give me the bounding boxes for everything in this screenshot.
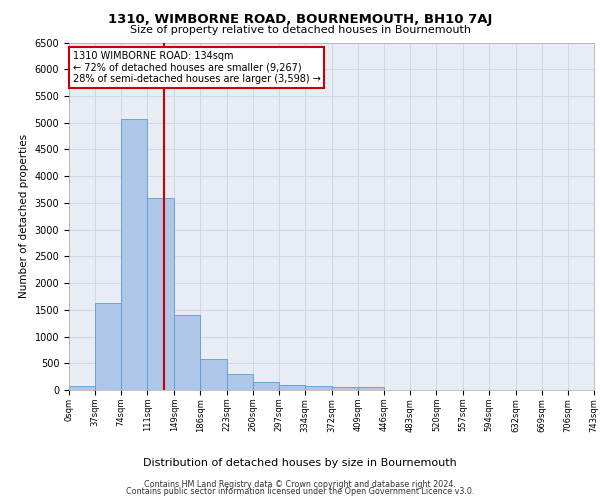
- Bar: [174, 315, 200, 390]
- Text: Distribution of detached houses by size in Bournemouth: Distribution of detached houses by size …: [143, 458, 457, 468]
- Bar: [200, 360, 227, 390]
- Text: Contains HM Land Registry data © Crown copyright and database right 2024.: Contains HM Land Registry data © Crown c…: [144, 480, 456, 489]
- Text: Size of property relative to detached houses in Bournemouth: Size of property relative to detached ho…: [130, 25, 470, 35]
- Bar: [95, 303, 121, 390]
- Bar: [253, 382, 279, 390]
- Bar: [227, 374, 253, 390]
- Bar: [305, 386, 332, 390]
- Y-axis label: Number of detached properties: Number of detached properties: [19, 134, 29, 298]
- Bar: [148, 198, 174, 390]
- Text: 1310 WIMBORNE ROAD: 134sqm
← 72% of detached houses are smaller (9,267)
28% of s: 1310 WIMBORNE ROAD: 134sqm ← 72% of deta…: [73, 50, 320, 84]
- Bar: [121, 118, 148, 390]
- Text: 1310, WIMBORNE ROAD, BOURNEMOUTH, BH10 7AJ: 1310, WIMBORNE ROAD, BOURNEMOUTH, BH10 7…: [108, 12, 492, 26]
- Text: Contains public sector information licensed under the Open Government Licence v3: Contains public sector information licen…: [126, 487, 474, 496]
- Bar: [279, 384, 305, 390]
- Bar: [332, 388, 358, 390]
- Bar: [358, 388, 384, 390]
- Bar: [69, 386, 95, 390]
